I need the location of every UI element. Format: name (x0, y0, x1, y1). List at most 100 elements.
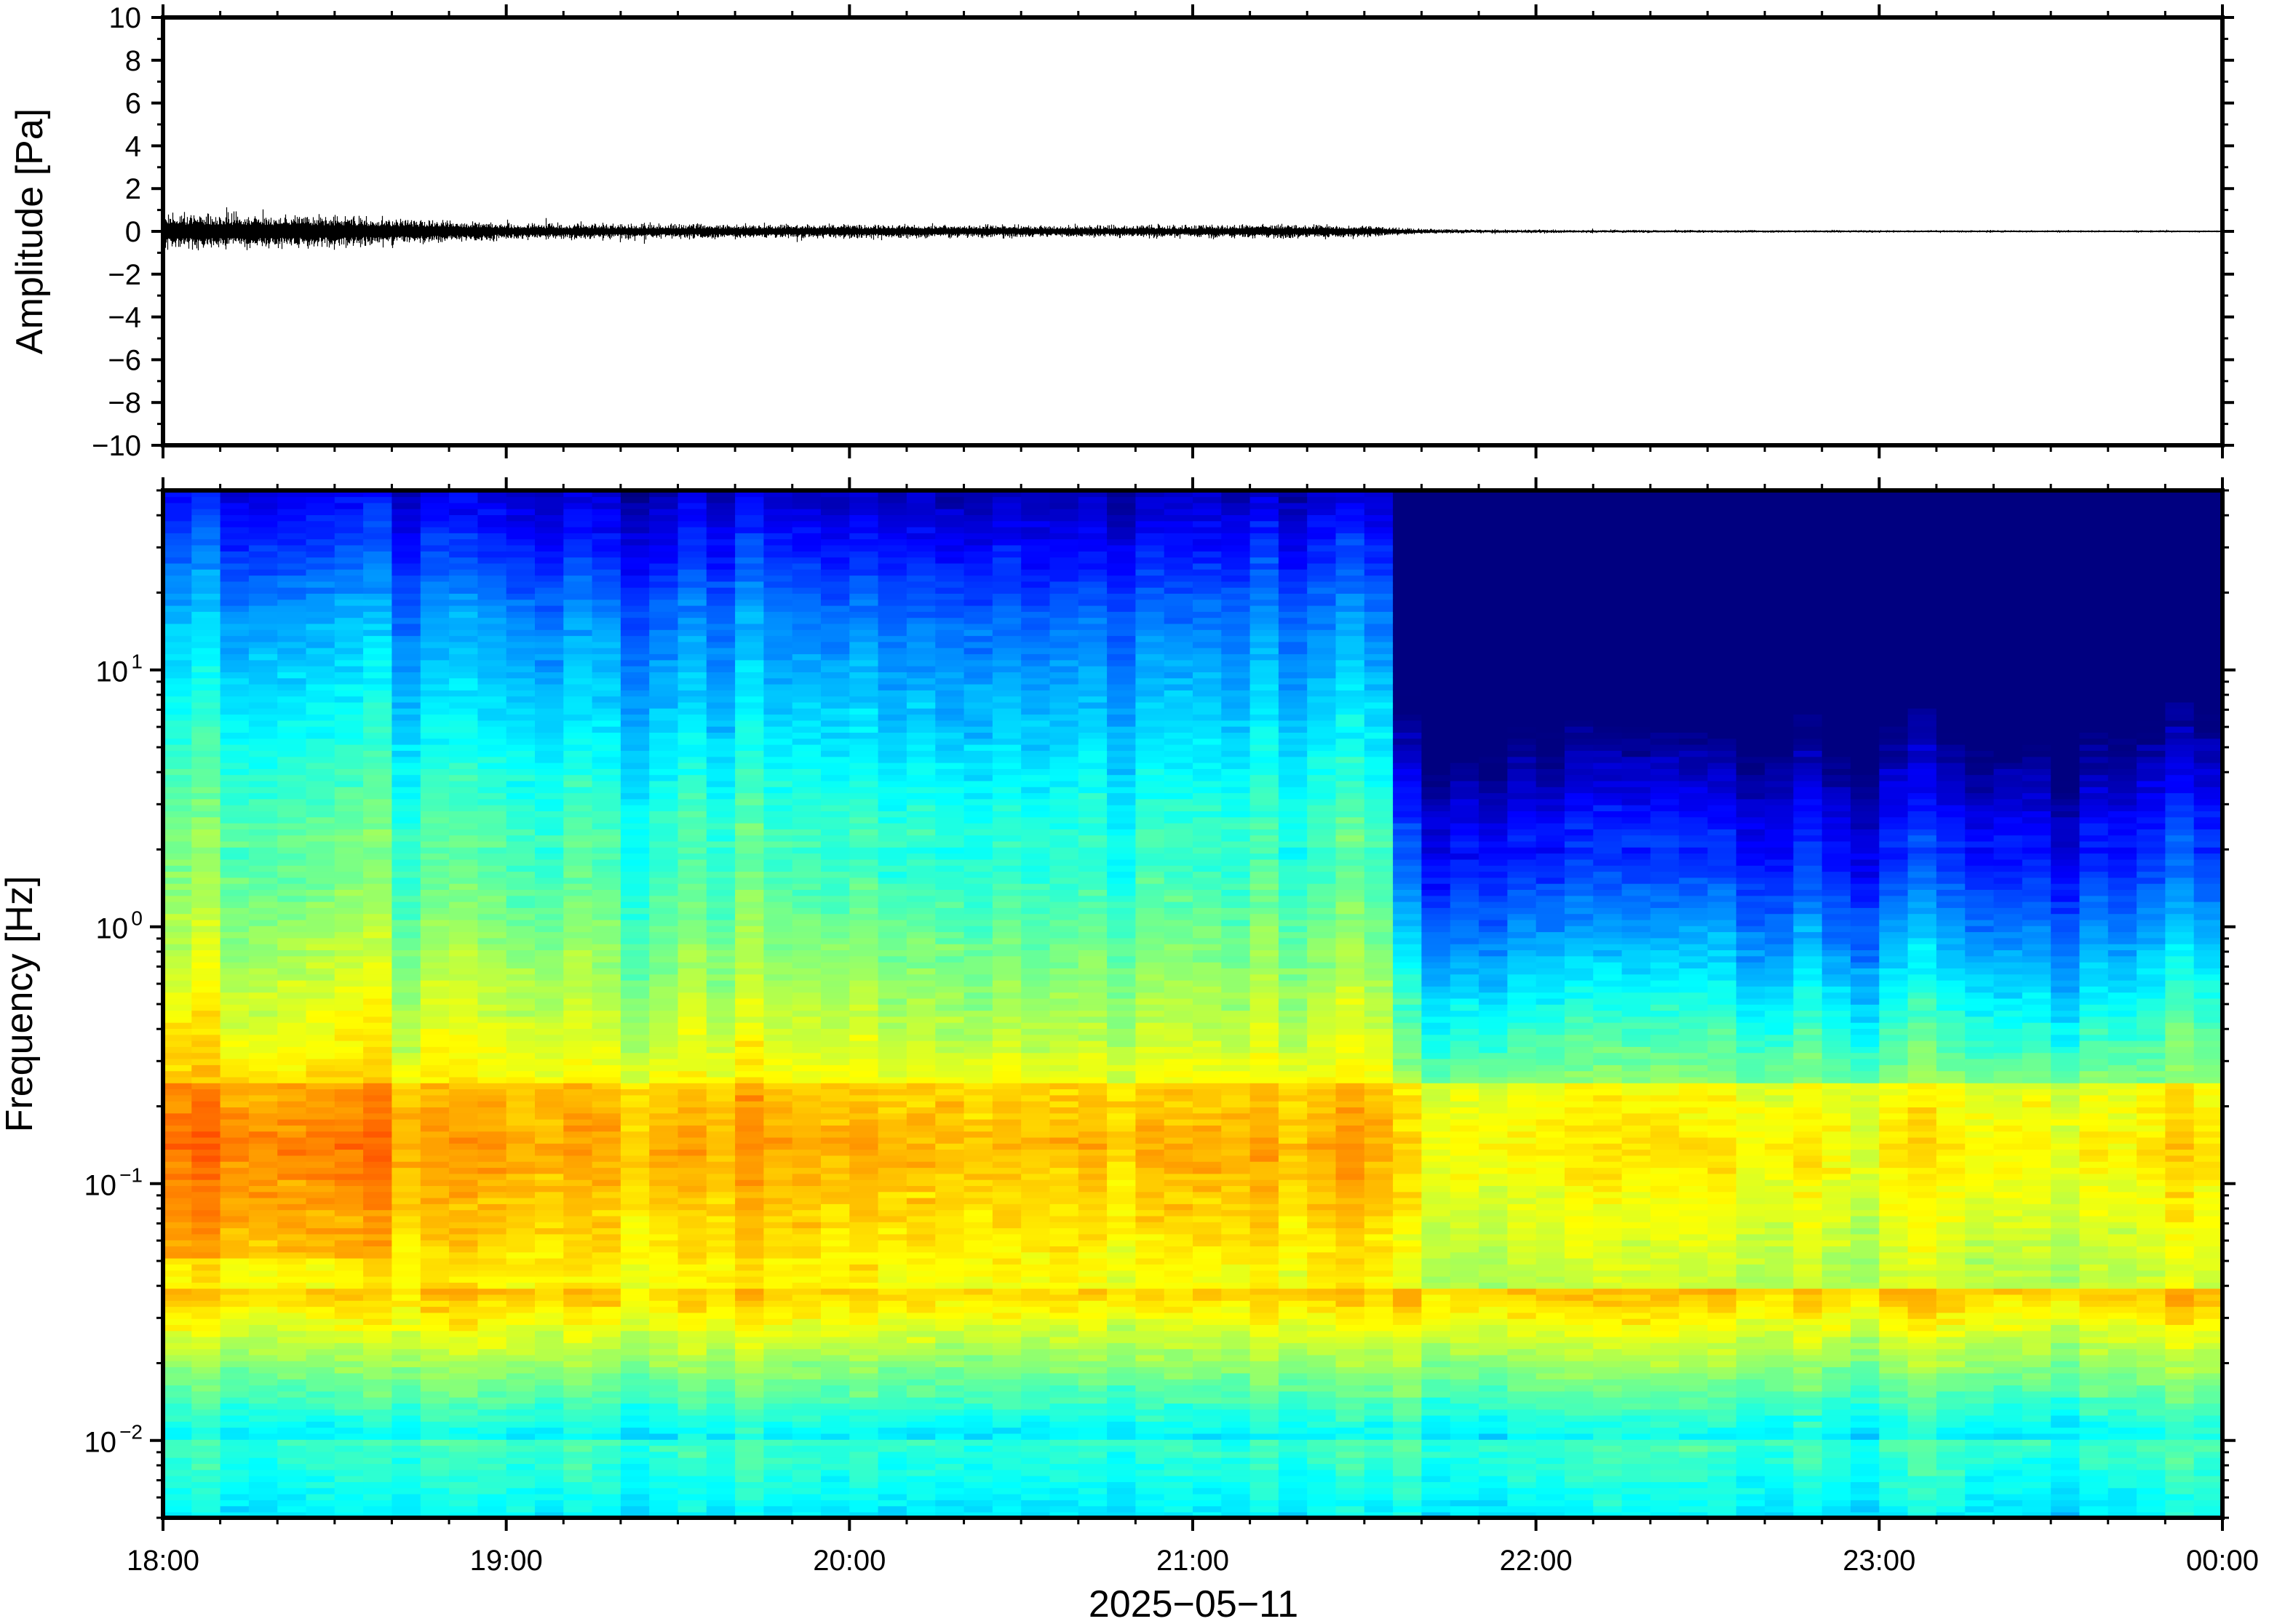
spectrogram-cell (735, 744, 765, 751)
spectrogram-cell (334, 1511, 364, 1518)
spectrogram-cell (334, 1094, 364, 1102)
spectrogram-cell (535, 514, 565, 522)
spectrogram-cell (535, 816, 565, 824)
spectrogram-cell (763, 653, 793, 661)
spectrogram-cell (706, 780, 736, 787)
spectrogram-cell (821, 955, 851, 963)
spectrogram-cell (763, 514, 793, 522)
spectrogram-cell (420, 1064, 450, 1072)
spectrogram-cell (563, 847, 593, 854)
spectrogram-cell (220, 1058, 250, 1065)
spectrogram-cell (878, 1112, 907, 1120)
spectrogram-cell (649, 1070, 679, 1078)
spectrogram-cell (677, 968, 707, 975)
spectrogram-cell (963, 1433, 993, 1440)
spectrogram-cell (449, 1016, 479, 1023)
spectrogram-cell (449, 926, 479, 933)
spectrogram-cell (334, 768, 364, 776)
spectrogram-cell (220, 1076, 250, 1083)
spectrogram-cell (906, 508, 936, 515)
spectrogram-cell (163, 1324, 193, 1332)
spectrogram-cell (306, 1306, 335, 1313)
spectrogram-cell (792, 496, 822, 503)
spectrogram-cell (420, 829, 450, 836)
spectrogram-cell (163, 762, 193, 769)
spectrogram-cell (706, 1209, 736, 1217)
spectrogram-cell (449, 1433, 479, 1440)
spectrogram-cell (878, 919, 907, 926)
spectrogram-cell (706, 1173, 736, 1180)
spectrogram-cell (506, 720, 536, 727)
spectrogram-cell (220, 1294, 250, 1301)
spectrogram-cell (735, 496, 765, 503)
spectrogram-cell (449, 1294, 479, 1301)
spectrogram-cell (363, 1076, 393, 1083)
spectrogram-cell (849, 1463, 879, 1470)
spectrogram-cell (792, 1118, 822, 1126)
spectrogram-cell (620, 1372, 650, 1380)
spectrogram-cell (620, 648, 650, 655)
spectrogram-cell (735, 738, 765, 745)
spectrogram-cell (363, 871, 393, 878)
spectrogram-cell (620, 1366, 650, 1374)
spectrogram-cell (677, 544, 707, 552)
spectrogram-cell (306, 986, 335, 993)
spectrogram-cell (306, 1348, 335, 1356)
spectrogram-cell (449, 871, 479, 878)
spectrogram-cell (592, 1421, 621, 1428)
spectrogram-cell (277, 998, 307, 1005)
spectrogram-cell (592, 871, 621, 878)
spectrogram-cell (935, 1185, 965, 1193)
spectrogram-cell (306, 1034, 335, 1041)
spectrogram-cell (392, 979, 421, 987)
spectrogram-cell (906, 490, 936, 498)
spectrogram-cell (163, 1493, 193, 1500)
spectrogram-cell (363, 1094, 393, 1102)
spectrogram-cell (363, 1451, 393, 1458)
spectrogram-cell (906, 1511, 936, 1518)
spectrogram-cell (191, 1215, 221, 1222)
spectrogram-cell (821, 1058, 851, 1065)
spectrogram-cell (477, 1390, 507, 1398)
spectrogram-cell (763, 955, 793, 963)
spectrogram-cell (392, 1336, 421, 1343)
spectrogram-cell (878, 653, 907, 661)
spectrogram-cell (191, 569, 221, 576)
spectrogram-cell (763, 1475, 793, 1482)
spectrogram-cell (506, 1475, 536, 1482)
spectrogram-cell (706, 986, 736, 993)
spectrogram-cell (963, 1342, 993, 1350)
spectrogram-cell (334, 1167, 364, 1174)
spectrogram-cell (535, 1251, 565, 1259)
spectrogram-cell (792, 1330, 822, 1337)
spectrogram-cell (506, 756, 536, 763)
spectrogram-cell (763, 1493, 793, 1500)
spectrogram-cell (363, 557, 393, 564)
spectrogram-cell (220, 732, 250, 739)
spectrogram-cell (592, 1312, 621, 1319)
spectrogram-cell (792, 1421, 822, 1428)
spectrogram-cell (334, 1107, 364, 1114)
spectrogram-cell (935, 871, 965, 878)
spectrogram-cell (849, 1469, 879, 1476)
spectrogram-cell (878, 1463, 907, 1470)
spectrogram-cell (334, 1251, 364, 1259)
spectrogram-cell (191, 1022, 221, 1029)
spectrogram-cell (420, 1330, 450, 1337)
spectrogram-cell (878, 648, 907, 655)
spectrogram-cell (392, 1233, 421, 1241)
spectrogram-cell (220, 496, 250, 503)
spectrogram-cell (963, 1445, 993, 1452)
spectrogram-cell (220, 1421, 250, 1428)
spectrogram-cell (821, 1016, 851, 1023)
spectrogram-cell (306, 720, 335, 727)
spectrogram-cell (878, 822, 907, 829)
spectrogram-cell (763, 1161, 793, 1169)
spectrogram-cell (620, 1427, 650, 1434)
spectrogram-cell (878, 974, 907, 981)
spectrogram-cell (477, 1427, 507, 1434)
spectrogram-cell (677, 931, 707, 939)
spectrogram-cell (248, 1414, 278, 1422)
spectrogram-cell (163, 725, 193, 733)
spectrogram-cell (792, 756, 822, 763)
